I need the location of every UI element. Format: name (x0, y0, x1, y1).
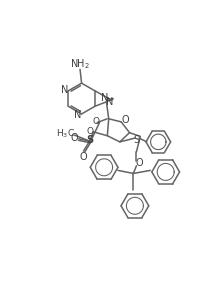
Text: O: O (86, 127, 93, 136)
Text: O: O (92, 117, 99, 126)
Text: O: O (79, 152, 87, 161)
Text: O: O (121, 115, 128, 124)
Text: N: N (105, 97, 113, 107)
Text: NH$_2$: NH$_2$ (70, 57, 90, 71)
Text: N: N (101, 93, 108, 103)
Text: N: N (74, 110, 81, 120)
Text: N: N (60, 85, 68, 95)
Text: S: S (133, 135, 139, 145)
Text: H$_3$C: H$_3$C (55, 128, 74, 140)
Text: O: O (135, 158, 143, 168)
Text: O: O (70, 133, 78, 143)
Text: S: S (86, 135, 93, 144)
